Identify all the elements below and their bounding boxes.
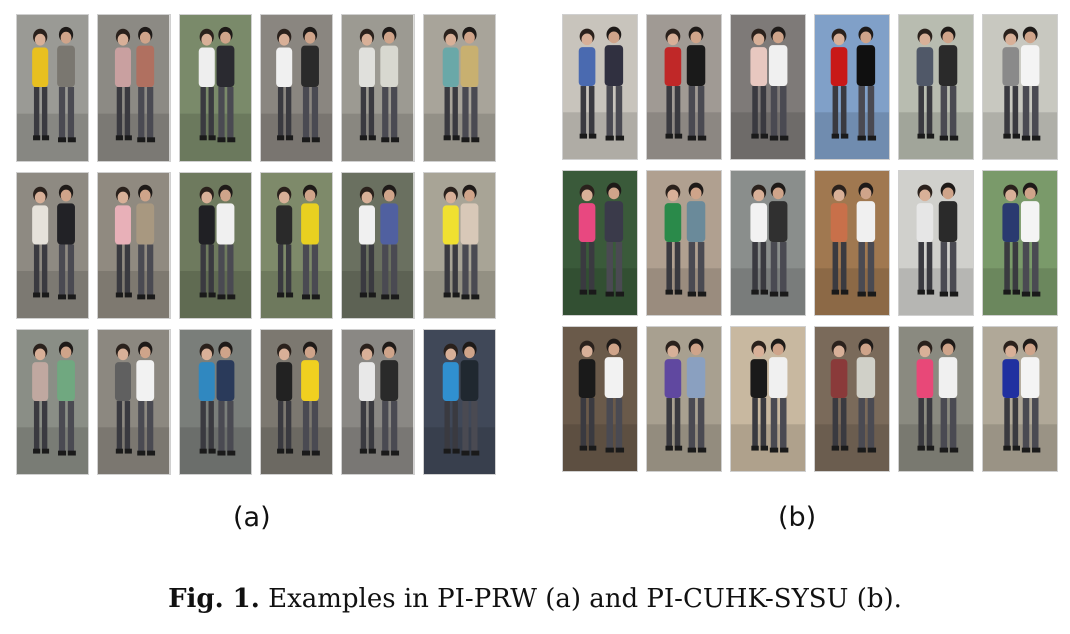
image-grid-a — [16, 14, 496, 475]
pedestrian-image — [814, 170, 890, 316]
pedestrian-image — [562, 14, 638, 160]
caption-text: Examples in PI-PRW (a) and PI-CUHK-SYSU … — [259, 584, 902, 614]
pedestrian-image — [341, 329, 415, 475]
pedestrian-image — [178, 14, 252, 162]
pedestrian-image — [646, 14, 722, 160]
pedestrian-image — [422, 329, 496, 475]
pedestrian-image — [422, 14, 496, 162]
pedestrian-image — [422, 172, 496, 319]
pedestrian-image — [730, 14, 806, 160]
pedestrian-image — [982, 14, 1058, 160]
pedestrian-image — [178, 172, 252, 319]
pedestrian-image — [97, 14, 171, 162]
pedestrian-image — [16, 172, 90, 319]
pedestrian-image — [982, 326, 1058, 472]
pedestrian-image — [341, 14, 415, 162]
pedestrian-image — [16, 329, 90, 475]
pedestrian-image — [562, 170, 638, 316]
figure-caption: Fig. 1. Examples in PI-PRW (a) and PI-CU… — [0, 584, 1070, 614]
pedestrian-image — [341, 172, 415, 319]
pedestrian-image — [562, 326, 638, 472]
pedestrian-image — [260, 172, 334, 319]
pedestrian-image — [898, 14, 974, 160]
panel-a — [16, 14, 496, 475]
pedestrian-image — [97, 329, 171, 475]
pedestrian-image — [814, 326, 890, 472]
pedestrian-image — [814, 14, 890, 160]
image-grid-b — [562, 14, 1058, 472]
pedestrian-image — [646, 170, 722, 316]
panel-a-label: (a) — [233, 502, 271, 533]
panel-b-label: (b) — [778, 502, 817, 533]
pedestrian-image — [97, 172, 171, 319]
pedestrian-image — [178, 329, 252, 475]
pedestrian-image — [260, 14, 334, 162]
pedestrian-image — [16, 14, 90, 162]
panel-b — [562, 14, 1058, 472]
pedestrian-image — [898, 170, 974, 316]
pedestrian-image — [730, 326, 806, 472]
caption-prefix: Fig. 1. — [168, 584, 260, 614]
pedestrian-image — [898, 326, 974, 472]
pedestrian-image — [646, 326, 722, 472]
pedestrian-image — [730, 170, 806, 316]
pedestrian-image — [260, 329, 334, 475]
pedestrian-image — [982, 170, 1058, 316]
